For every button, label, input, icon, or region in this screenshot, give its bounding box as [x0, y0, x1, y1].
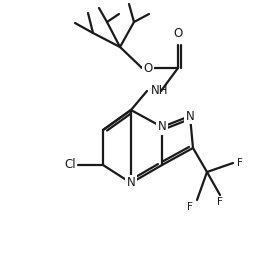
Text: O: O — [173, 27, 183, 40]
Text: N: N — [185, 110, 194, 123]
Text: F: F — [217, 197, 223, 207]
Text: NH: NH — [151, 85, 169, 98]
Text: O: O — [143, 61, 153, 74]
Text: Cl: Cl — [64, 159, 76, 172]
Text: F: F — [237, 158, 243, 168]
Text: N: N — [158, 120, 166, 134]
Text: N: N — [127, 177, 135, 189]
Text: F: F — [187, 202, 193, 212]
